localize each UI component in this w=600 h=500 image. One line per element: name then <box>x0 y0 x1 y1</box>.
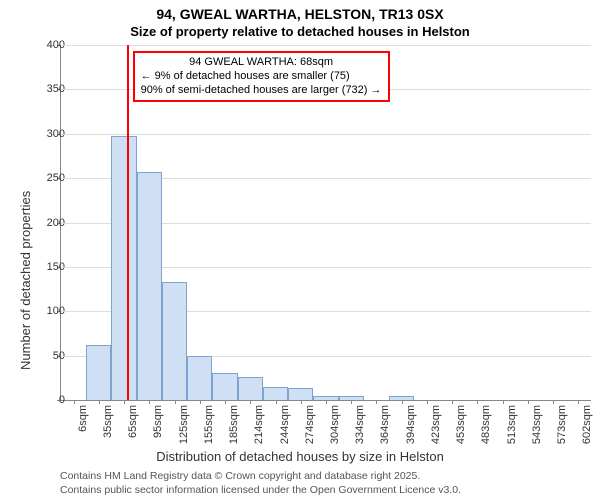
x-tick-label: 423sqm <box>430 405 442 444</box>
histogram-bar <box>389 396 414 400</box>
annotation-line: ← 9% of detached houses are smaller (75) <box>141 70 382 84</box>
y-axis-label: Number of detached properties <box>18 191 33 370</box>
x-tick-label: 65sqm <box>127 405 139 438</box>
x-tick-mark <box>175 400 176 404</box>
x-tick-label: 513sqm <box>506 405 518 444</box>
x-tick-mark <box>351 400 352 404</box>
x-tick-mark <box>276 400 277 404</box>
x-tick-label: 602sqm <box>581 405 593 444</box>
x-tick-mark <box>225 400 226 404</box>
histogram-bar <box>86 345 111 400</box>
histogram-bar <box>137 172 162 400</box>
x-tick-label: 334sqm <box>354 405 366 444</box>
x-tick-label: 304sqm <box>329 405 341 444</box>
x-tick-label: 244sqm <box>279 405 291 444</box>
chart-title: 94, GWEAL WARTHA, HELSTON, TR13 0SX <box>0 6 600 22</box>
histogram-bar <box>263 387 288 400</box>
histogram-bar <box>111 136 136 400</box>
footer-line-2: Contains public sector information licen… <box>60 484 461 496</box>
x-tick-label: 453sqm <box>455 405 467 444</box>
x-tick-mark <box>553 400 554 404</box>
x-axis-label: Distribution of detached houses by size … <box>0 449 600 464</box>
x-tick-label: 6sqm <box>77 405 89 432</box>
x-tick-mark <box>124 400 125 404</box>
x-tick-label: 573sqm <box>556 405 568 444</box>
x-tick-mark <box>326 400 327 404</box>
x-tick-mark <box>578 400 579 404</box>
footer-line-1: Contains HM Land Registry data © Crown c… <box>60 470 420 482</box>
x-tick-label: 483sqm <box>480 405 492 444</box>
x-tick-mark <box>99 400 100 404</box>
histogram-bar <box>238 377 263 400</box>
histogram-bar <box>288 388 313 400</box>
annotation-line: 94 GWEAL WARTHA: 68sqm <box>141 56 382 70</box>
chart-subtitle: Size of property relative to detached ho… <box>0 24 600 39</box>
x-tick-label: 364sqm <box>379 405 391 444</box>
histogram-bar <box>313 396 338 400</box>
gridline <box>61 45 591 46</box>
x-tick-mark <box>503 400 504 404</box>
gridline <box>61 134 591 135</box>
x-tick-mark <box>301 400 302 404</box>
chart-container: { "chart": { "type": "histogram", "title… <box>0 0 600 500</box>
annotation-line: 90% of semi-detached houses are larger (… <box>141 84 382 98</box>
x-tick-mark <box>402 400 403 404</box>
x-tick-label: 185sqm <box>228 405 240 444</box>
x-tick-label: 543sqm <box>531 405 543 444</box>
x-tick-label: 125sqm <box>178 405 190 444</box>
x-tick-mark <box>149 400 150 404</box>
histogram-bar <box>212 373 237 400</box>
x-tick-label: 214sqm <box>253 405 265 444</box>
x-tick-label: 35sqm <box>102 405 114 438</box>
x-tick-label: 394sqm <box>405 405 417 444</box>
x-tick-label: 95sqm <box>152 405 164 438</box>
reference-line <box>127 45 129 400</box>
x-tick-mark <box>427 400 428 404</box>
x-tick-mark <box>376 400 377 404</box>
histogram-bar <box>339 396 364 400</box>
histogram-bar <box>187 356 212 400</box>
y-tick-label: 0 <box>35 394 65 406</box>
histogram-bar <box>162 282 187 400</box>
x-tick-mark <box>528 400 529 404</box>
x-tick-mark <box>452 400 453 404</box>
x-tick-mark <box>74 400 75 404</box>
x-tick-mark <box>477 400 478 404</box>
plot-area: 94 GWEAL WARTHA: 68sqm← 9% of detached h… <box>60 45 591 401</box>
x-tick-label: 155sqm <box>203 405 215 444</box>
x-tick-mark <box>200 400 201 404</box>
annotation-box: 94 GWEAL WARTHA: 68sqm← 9% of detached h… <box>133 51 390 102</box>
x-tick-label: 274sqm <box>304 405 316 444</box>
x-tick-mark <box>250 400 251 404</box>
